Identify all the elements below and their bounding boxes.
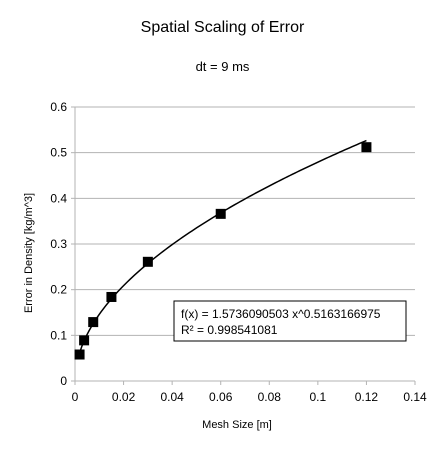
axes [71, 106, 416, 385]
x-tick-label: 0.02 [112, 390, 136, 404]
x-tick-label: 0 [72, 390, 79, 404]
y-tick-label: 0.6 [50, 100, 67, 114]
y-tick-label: 0.5 [50, 146, 67, 160]
data-points [74, 142, 372, 360]
x-axis-label: Mesh Size [m] [202, 419, 272, 431]
data-point [106, 291, 117, 302]
equation-text: f(x) = 1.5736090503 x^0.5163166975 [181, 307, 381, 321]
x-tick-label: 0.08 [258, 390, 282, 404]
data-point [88, 317, 99, 328]
trendline-equation-box: f(x) = 1.5736090503 x^0.5163166975 R² = … [173, 300, 407, 342]
chart-subtitle: dt = 9 ms [195, 59, 250, 74]
y-tick-label: 0.2 [50, 283, 67, 297]
chart-title: Spatial Scaling of Error [140, 19, 305, 36]
r-squared-text: R² = 0.998541081 [181, 323, 278, 337]
data-point [361, 142, 372, 153]
y-tick-label: 0 [60, 374, 67, 388]
data-point [74, 349, 85, 360]
x-tick-label: 0.14 [403, 390, 427, 404]
x-tick-label: 0.04 [160, 390, 184, 404]
x-tick-label: 0.1 [310, 390, 327, 404]
y-tick-label: 0.1 [50, 328, 67, 342]
data-point [79, 335, 90, 346]
x-tick-label: 0.12 [355, 390, 379, 404]
data-point [142, 256, 153, 267]
equation-box-frame [173, 300, 407, 342]
y-tick-label: 0.3 [50, 237, 67, 251]
x-tick-labels: 0 0.02 0.04 0.06 0.08 0.1 0.12 0.14 [72, 390, 427, 404]
data-point [215, 208, 226, 219]
y-tick-label: 0.4 [50, 191, 67, 205]
y-axis-label: Error in Density [kg/m^3] [23, 193, 35, 313]
x-tick-label: 0.06 [209, 390, 233, 404]
y-tick-labels: 0 0.1 0.2 0.3 0.4 0.5 0.6 [50, 100, 67, 388]
